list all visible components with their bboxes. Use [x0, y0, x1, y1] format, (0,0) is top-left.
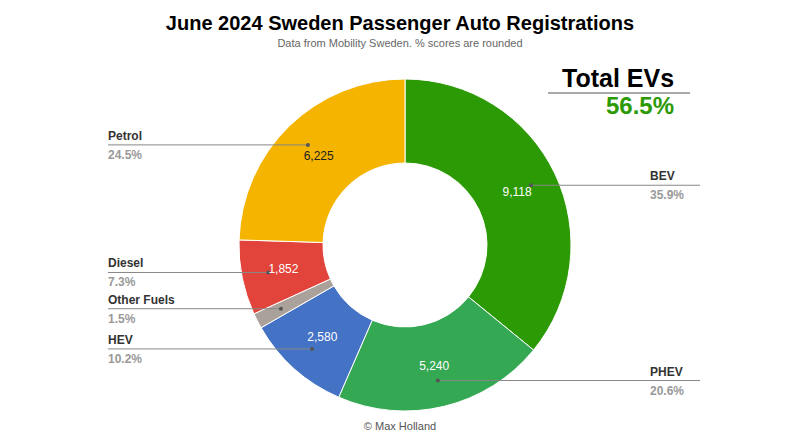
- svg-text:Total EVs: Total EVs: [562, 64, 674, 92]
- svg-text:Diesel: Diesel: [108, 256, 143, 270]
- svg-text:© Max Holland: © Max Holland: [364, 420, 436, 432]
- svg-text:PHEV: PHEV: [650, 365, 683, 379]
- svg-text:Other Fuels: Other Fuels: [108, 293, 175, 307]
- svg-text:6,225: 6,225: [304, 149, 334, 163]
- svg-text:10.2%: 10.2%: [108, 352, 142, 366]
- svg-text:HEV: HEV: [108, 333, 133, 347]
- svg-text:2,580: 2,580: [307, 330, 337, 344]
- svg-text:35.9%: 35.9%: [650, 188, 684, 202]
- svg-text:20.6%: 20.6%: [650, 384, 684, 398]
- svg-text:Data from Mobility Sweden. % s: Data from Mobility Sweden. % scores are …: [277, 37, 522, 49]
- svg-text:Petrol: Petrol: [108, 129, 142, 143]
- svg-text:BEV: BEV: [650, 169, 675, 183]
- svg-text:24.5%: 24.5%: [108, 148, 142, 162]
- svg-text:56.5%: 56.5%: [606, 92, 674, 119]
- svg-text:5,240: 5,240: [419, 359, 449, 373]
- svg-text:June 2024 Sweden Passenger Aut: June 2024 Sweden Passenger Auto Registra…: [166, 12, 634, 34]
- svg-text:7.3%: 7.3%: [108, 275, 136, 289]
- svg-text:1,852: 1,852: [268, 262, 298, 276]
- svg-text:1.5%: 1.5%: [108, 312, 136, 326]
- svg-text:9,118: 9,118: [502, 185, 531, 199]
